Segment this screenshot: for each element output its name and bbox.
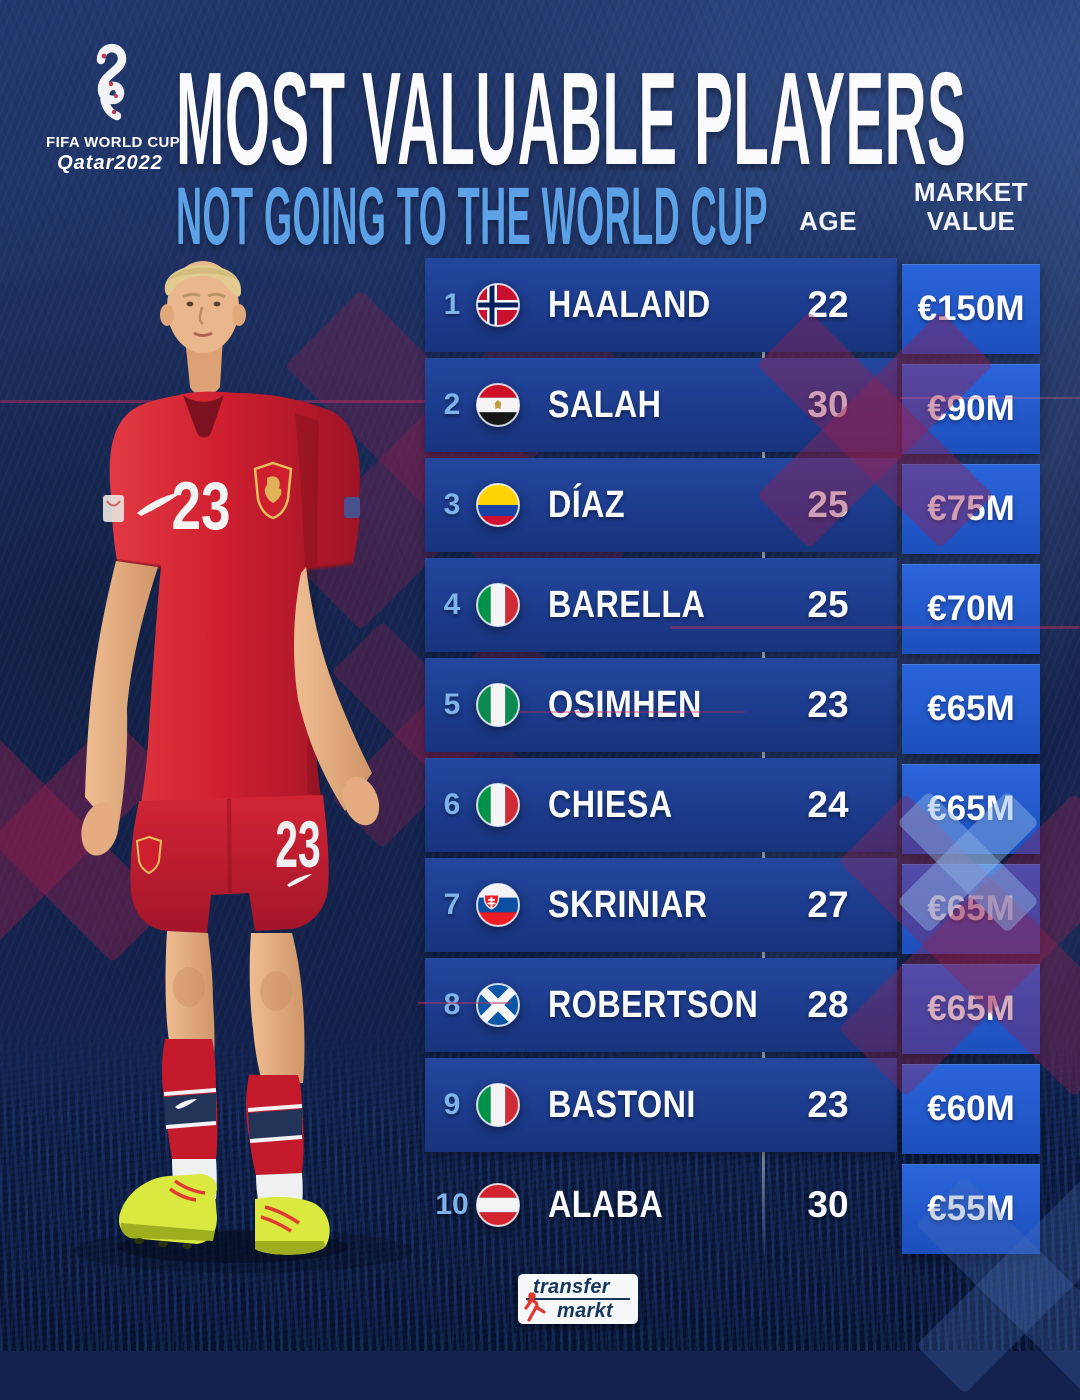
column-header-age: AGE bbox=[799, 206, 857, 236]
players-table: 1 HAALAND 22 €150M 2 SALAH 30 €90M 3 DÍAZ 25 €75M 4 B… bbox=[425, 256, 1040, 1258]
column-header-market-value: MARKET VALUE bbox=[913, 177, 1029, 236]
market-value-cell: €55M bbox=[902, 1164, 1040, 1254]
player-name: OSIMHEN bbox=[548, 683, 702, 726]
transfermarkt-wordmark-bottom: markt bbox=[557, 1300, 613, 1322]
player-name: SALAH bbox=[548, 383, 662, 426]
age-value: 23 bbox=[807, 684, 849, 725]
italy-flag-icon bbox=[476, 1083, 520, 1127]
rank-number: 6 bbox=[443, 788, 461, 821]
player-name: BARELLA bbox=[548, 583, 706, 626]
rank-number: 8 bbox=[443, 988, 461, 1021]
rank-number: 3 bbox=[443, 488, 461, 521]
table-row: 8 ROBERTSON 28 €65M bbox=[425, 958, 1040, 1054]
age-value: 30 bbox=[807, 384, 849, 425]
page-subtitle: NOT GOING TO THE WORLD CUP bbox=[176, 171, 769, 262]
shorts-number: 23 bbox=[275, 807, 321, 882]
market-value-cell: €60M bbox=[902, 1064, 1040, 1154]
transfermarkt-player-icon bbox=[524, 1292, 546, 1322]
age-value: 25 bbox=[807, 584, 849, 625]
slovakia-flag-icon bbox=[476, 883, 520, 927]
age-value: 23 bbox=[807, 1084, 849, 1125]
market-value-cell: €150M bbox=[902, 264, 1040, 354]
player-name: DÍAZ bbox=[548, 483, 626, 526]
fifa-world-cup-logo: FIFA WORLD CUP Qatar2022 bbox=[46, 40, 181, 175]
rank-number: 5 bbox=[443, 688, 461, 721]
player-photo-haaland: 23 23 bbox=[73, 261, 413, 1273]
rank-number: 2 bbox=[443, 388, 461, 421]
market-value-cell: €65M bbox=[902, 864, 1040, 954]
table-row: 2 SALAH 30 €90M bbox=[425, 358, 1040, 454]
player-left-arm bbox=[85, 561, 158, 835]
sleeve-badge-icon bbox=[344, 497, 360, 518]
rank-number: 4 bbox=[443, 588, 461, 621]
transfermarkt-logo: transfer markt bbox=[518, 1274, 638, 1324]
table-row: 10 ALABA 30 €55M bbox=[425, 1158, 1040, 1254]
table-row: 9 BASTONI 23 €60M bbox=[425, 1058, 1040, 1154]
norway-flag-icon bbox=[476, 283, 520, 327]
sleeve-badge-icon bbox=[103, 495, 124, 522]
egypt-flag-icon bbox=[476, 383, 520, 427]
italy-flag-icon bbox=[476, 583, 520, 627]
rank-number: 10 bbox=[435, 1188, 469, 1221]
table-row: 5 OSIMHEN 23 €65M bbox=[425, 658, 1040, 754]
table-row: 3 DÍAZ 25 €75M bbox=[425, 458, 1040, 554]
player-name: SKRINIAR bbox=[548, 883, 708, 926]
age-value: 30 bbox=[807, 1184, 849, 1225]
table-row: 6 CHIESA 24 €65M bbox=[425, 758, 1040, 854]
player-name: BASTONI bbox=[548, 1083, 696, 1126]
player-name: HAALAND bbox=[548, 283, 711, 326]
austria-flag-icon bbox=[476, 1183, 520, 1227]
table-row: 1 HAALAND 22 €150M bbox=[425, 258, 1040, 354]
qatar-2022-emblem-icon bbox=[96, 43, 127, 121]
table-row: 7 SKRINIAR 27 €65M bbox=[425, 858, 1040, 954]
player-name: ROBERTSON bbox=[548, 983, 759, 1026]
market-value-cell: €65M bbox=[902, 964, 1040, 1054]
shirt-number: 23 bbox=[172, 468, 231, 544]
italy-flag-icon bbox=[476, 783, 520, 827]
age-value: 27 bbox=[807, 884, 849, 925]
nigeria-flag-icon bbox=[476, 683, 520, 727]
player-name: CHIESA bbox=[548, 783, 673, 826]
page-title: MOST VALUABLE PLAYERS bbox=[176, 45, 967, 192]
fifa-logo-year: Qatar2022 bbox=[57, 152, 163, 174]
market-value-cell: €70M bbox=[902, 564, 1040, 654]
norway-crest-icon bbox=[253, 461, 293, 520]
rank-number: 1 bbox=[443, 288, 461, 321]
nike-swoosh-icon bbox=[137, 492, 182, 516]
shorts-crest-icon bbox=[135, 835, 163, 875]
market-value-cell: €75M bbox=[902, 464, 1040, 554]
player-right-arm bbox=[294, 567, 372, 811]
player-head bbox=[167, 261, 239, 353]
market-value-cell: €65M bbox=[902, 664, 1040, 754]
shorts-swoosh-icon bbox=[287, 874, 312, 887]
rank-number: 9 bbox=[443, 1088, 461, 1121]
scotland-flag-icon bbox=[476, 983, 520, 1027]
colombia-flag-icon bbox=[476, 483, 520, 527]
age-value: 22 bbox=[807, 284, 849, 325]
table-row: 4 BARELLA 25 €70M bbox=[425, 558, 1040, 654]
player-name: ALABA bbox=[548, 1183, 664, 1226]
rank-number: 7 bbox=[443, 888, 461, 921]
age-value: 24 bbox=[807, 784, 849, 825]
market-value-cell: €65M bbox=[902, 764, 1040, 854]
age-value: 25 bbox=[807, 484, 849, 525]
column-divider bbox=[762, 256, 765, 1256]
market-value-cell: €90M bbox=[902, 364, 1040, 454]
fifa-logo-wordmark: FIFA WORLD CUP bbox=[46, 134, 181, 151]
age-value: 28 bbox=[807, 984, 849, 1025]
